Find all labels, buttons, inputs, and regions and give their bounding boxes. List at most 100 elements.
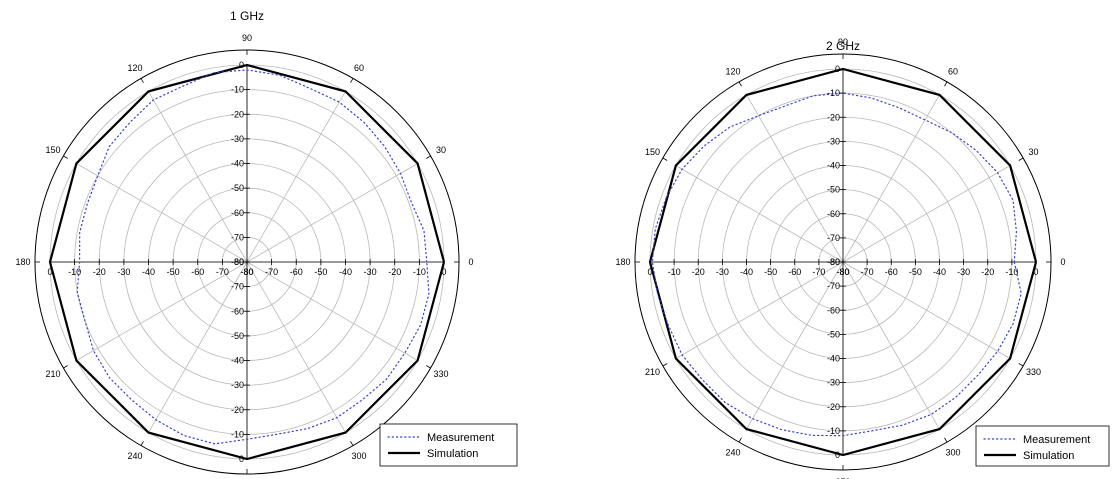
radial-tick-label: -70 <box>861 267 874 277</box>
radial-tick-label: -10 <box>668 267 681 277</box>
radial-tick-label: -60 <box>788 267 801 277</box>
angular-tick-label: 180 <box>615 257 630 267</box>
angular-tick-label: 120 <box>725 66 740 76</box>
radial-tick-label: -70 <box>265 267 278 277</box>
angular-tick-mark <box>350 441 354 446</box>
angular-grid-spoke <box>675 165 844 263</box>
angular-grid-spoke <box>76 163 248 263</box>
angular-tick-label: 300 <box>945 448 960 458</box>
series-line-simulation <box>648 67 1038 457</box>
angular-grid-spoke <box>246 261 346 433</box>
radial-tick-label: -40 <box>827 354 840 364</box>
radial-tick-label: 0 <box>239 454 244 464</box>
radial-tick-label: -80 <box>240 267 253 277</box>
angular-tick-label: 60 <box>354 63 364 73</box>
radial-tick-label: -20 <box>981 267 994 277</box>
angular-grid-spoke <box>148 91 248 263</box>
angular-tick-label: 270 <box>835 477 850 479</box>
radial-tick-label: -50 <box>231 331 244 341</box>
angular-grid-spoke <box>246 91 346 263</box>
angular-tick-mark <box>738 437 742 443</box>
angular-grid-spoke <box>246 261 418 361</box>
angular-tick-mark <box>426 155 431 159</box>
radial-tick-label: -60 <box>827 305 840 315</box>
legend-label-measurement: Measurement <box>427 432 494 444</box>
radial-tick-label: -10 <box>231 429 244 439</box>
radial-tick-label: -10 <box>413 267 426 277</box>
radial-tick-label: -70 <box>231 282 244 292</box>
radial-tick-label: -50 <box>909 267 922 277</box>
chart-title: 2 GHz <box>826 39 860 53</box>
angular-tick-label: 330 <box>433 369 448 379</box>
radial-tick-label: 0 <box>835 64 840 74</box>
legend-label-simulation: Simulation <box>427 448 478 460</box>
radial-tick-label: -40 <box>933 267 946 277</box>
radial-tick-label: -20 <box>388 267 401 277</box>
angular-tick-label: 210 <box>645 367 660 377</box>
angular-grid-spoke <box>746 94 844 263</box>
angular-grid-spoke <box>675 261 844 359</box>
radial-tick-label: 0 <box>835 450 840 460</box>
radial-tick-label: -70 <box>216 267 229 277</box>
radial-tick-label: -20 <box>231 109 244 119</box>
angular-tick-label: 150 <box>645 147 660 157</box>
radial-tick-label: -10 <box>827 88 840 98</box>
radial-tick-label: -50 <box>167 267 180 277</box>
legend-box <box>379 423 518 467</box>
radial-tick-label: -10 <box>231 85 244 95</box>
radial-tick-label: 0 <box>1033 267 1038 277</box>
radial-tick-label: -30 <box>231 380 244 390</box>
angular-tick-mark <box>944 437 948 443</box>
radial-tick-label: 0 <box>47 267 52 277</box>
radial-tick-label: -40 <box>740 267 753 277</box>
series-line-measurement <box>76 69 430 445</box>
radial-tick-label: -50 <box>827 329 840 339</box>
radial-tick-label: -80 <box>231 257 244 267</box>
series-line-simulation <box>48 63 446 461</box>
angular-grid-spoke <box>842 261 1011 359</box>
angular-grid-spoke <box>746 261 844 430</box>
radial-tick-label: -50 <box>827 185 840 195</box>
radial-tick-label: -70 <box>827 281 840 291</box>
angular-grid-spoke <box>76 261 248 361</box>
angular-tick-mark <box>1018 363 1024 367</box>
radial-tick-label: -10 <box>68 267 81 277</box>
radial-tick-label: -60 <box>827 209 840 219</box>
radial-tick-label: 0 <box>441 267 446 277</box>
legend: Measurement Simulation <box>379 423 518 467</box>
radial-tick-label: -50 <box>764 267 777 277</box>
radial-tick-label: -80 <box>827 257 840 267</box>
angular-grid-spoke <box>842 165 1011 263</box>
angular-grid-spoke <box>842 94 940 263</box>
radial-tick-label: -70 <box>812 267 825 277</box>
radial-tick-label: -50 <box>231 183 244 193</box>
radial-tick-label: -80 <box>836 267 849 277</box>
angular-tick-mark <box>350 78 354 83</box>
radial-tick-label: -20 <box>93 267 106 277</box>
angular-tick-label: 30 <box>1029 147 1039 157</box>
radial-tick-label: -80 <box>240 267 253 277</box>
radial-tick-label: -40 <box>231 159 244 169</box>
angular-tick-mark <box>662 157 668 161</box>
radial-tick-label: -30 <box>364 267 377 277</box>
series-line-measurement <box>651 92 1022 437</box>
radial-tick-label: -70 <box>231 232 244 242</box>
radial-tick-label: -40 <box>231 356 244 366</box>
legend-box <box>975 425 1110 467</box>
angular-tick-mark <box>426 365 431 369</box>
angular-tick-mark <box>140 441 144 446</box>
legend: Measurement Simulation <box>975 425 1110 467</box>
polar-chart-1ghz: 1 GHz 0 0 0 0 -10 -10 -10 -10 -20 -20 -20 -20 -30 -30 -… <box>15 9 518 475</box>
radial-tick-label: -30 <box>117 267 130 277</box>
angular-tick-label: 150 <box>45 145 60 155</box>
angular-tick-mark <box>662 363 668 367</box>
radial-tick-label: 0 <box>239 60 244 70</box>
angular-tick-label: 330 <box>1026 367 1041 377</box>
angular-tick-label: 60 <box>948 66 958 76</box>
angular-tick-label: 240 <box>127 451 142 461</box>
angular-grid-spoke <box>148 261 248 433</box>
radial-tick-label: 0 <box>647 267 652 277</box>
angular-grid-spoke <box>842 261 940 430</box>
angular-tick-label: 210 <box>45 369 60 379</box>
